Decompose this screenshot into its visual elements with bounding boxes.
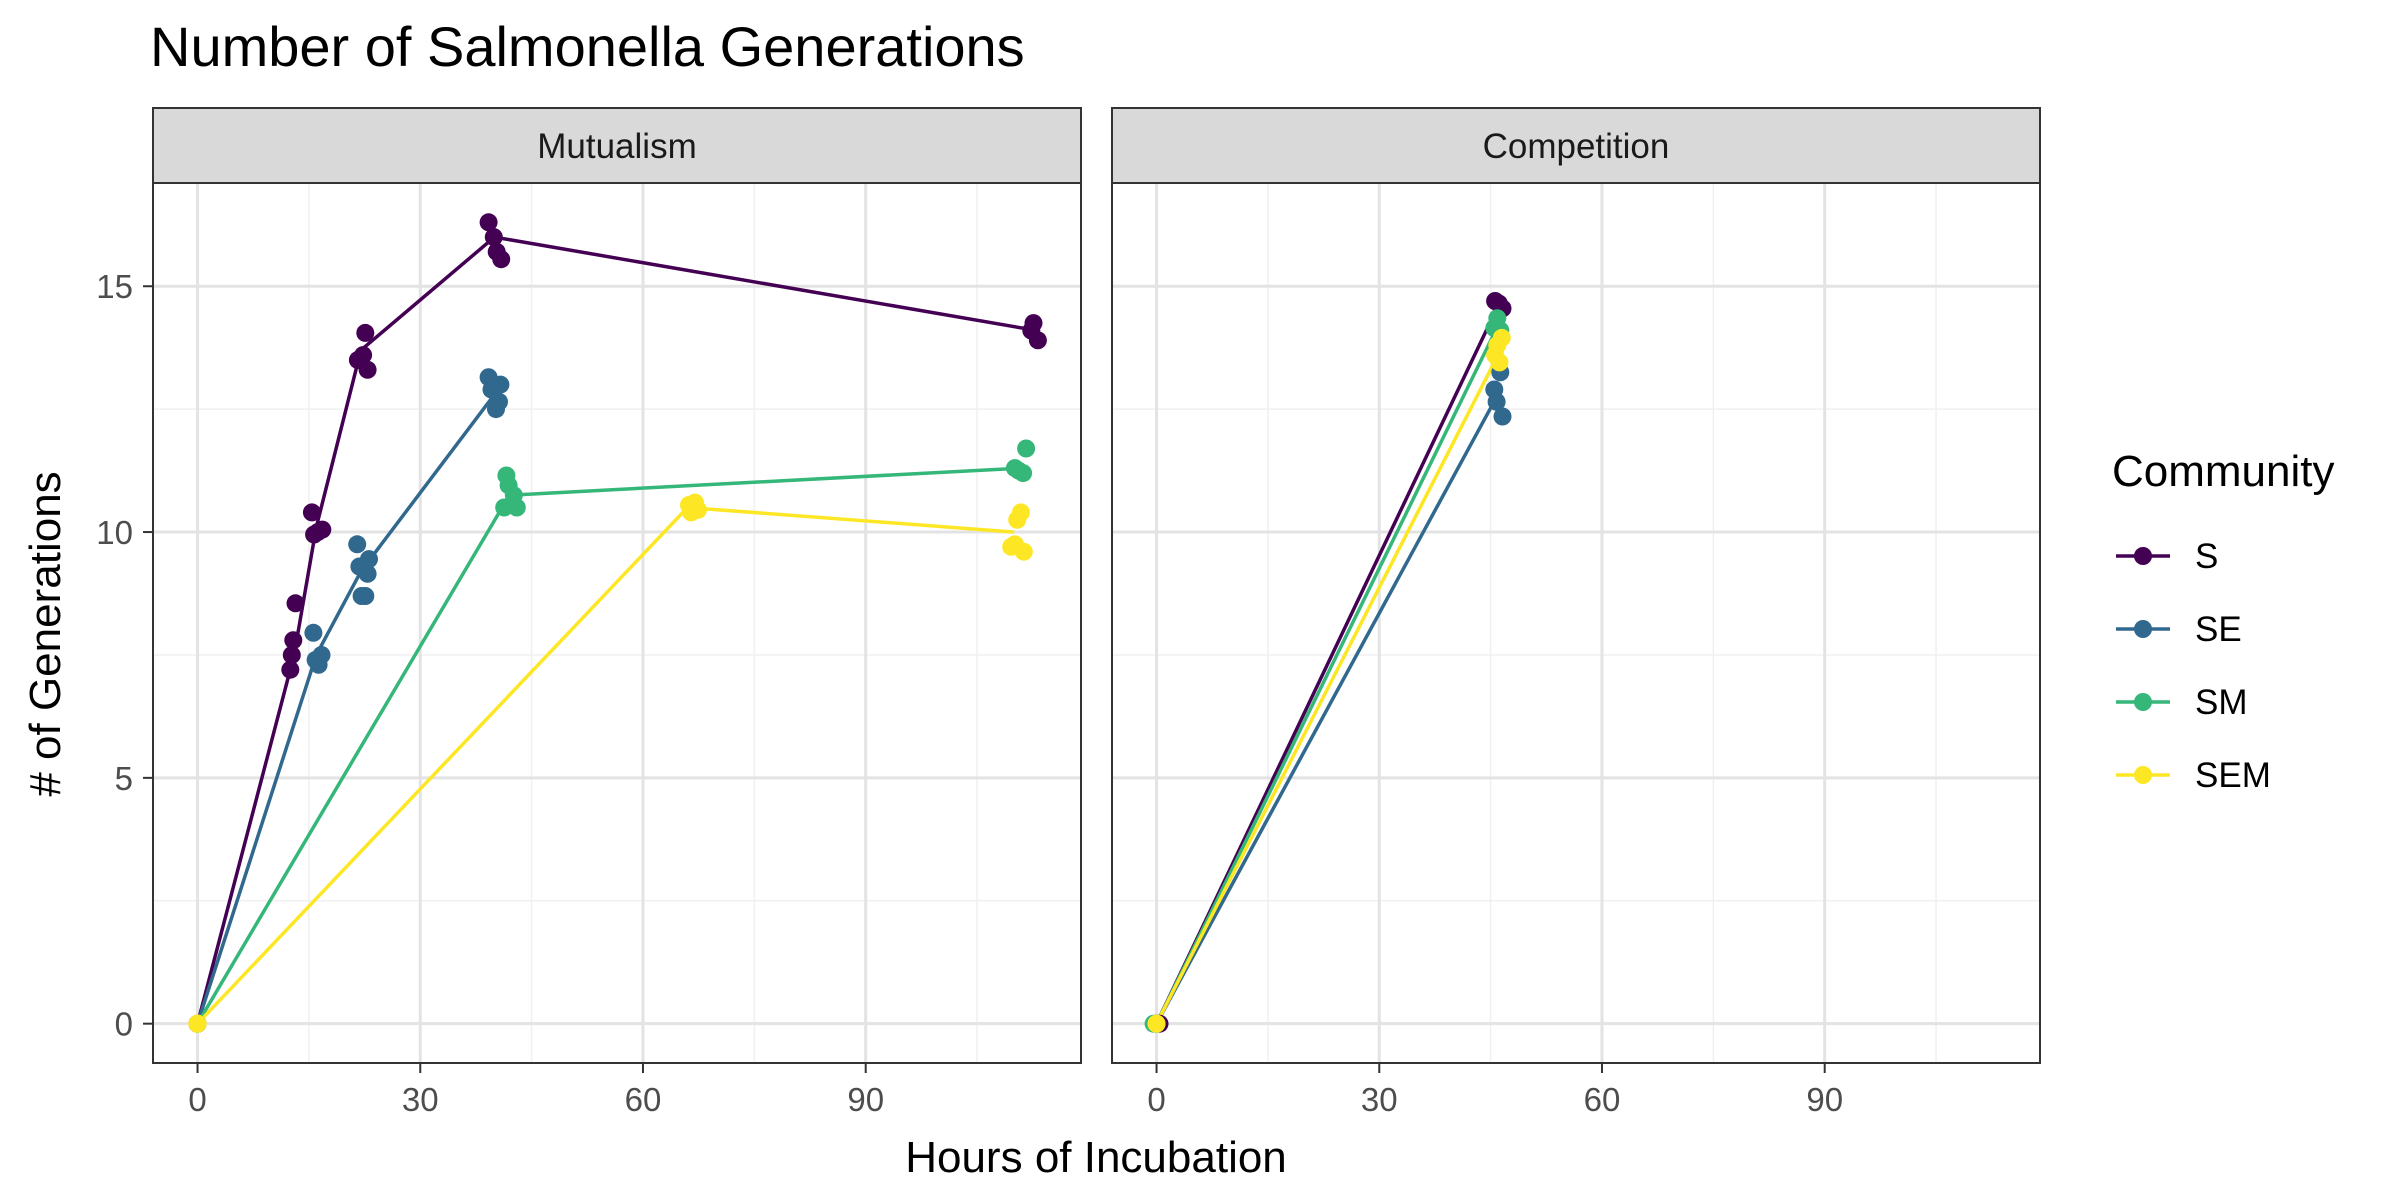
legend: Community S SE SM SEM: [2112, 447, 2335, 795]
legend-item-se: SE: [2116, 610, 2242, 649]
legend-item-sm: SM: [2116, 683, 2248, 722]
panel-border-mutualism: [152, 182, 1082, 1064]
y-axis-title: # of Generations: [21, 471, 70, 796]
series-line-s-mutualism: [195, 235, 1037, 1025]
data-point-sm-mutualism: [1014, 464, 1033, 483]
data-point-se-mutualism: [356, 587, 375, 605]
series-line-se-competition: [1154, 393, 1500, 1025]
legend-item-s: S: [2116, 537, 2218, 576]
data-point-sem-mutualism: [188, 1014, 207, 1033]
x-tick-label: 30: [402, 1081, 439, 1118]
data-point-se-competition: [1487, 392, 1506, 411]
data-point-se-mutualism: [491, 375, 510, 394]
data-point-se-mutualism: [312, 646, 331, 664]
facet-competition: Competition 0 30 60 90: [1111, 107, 2041, 1118]
legend-label: SEM: [2195, 756, 2271, 795]
x-tick-label: 90: [1806, 1081, 1843, 1118]
data-point-sem-competition: [1147, 1014, 1166, 1033]
data-point-sem-mutualism: [1011, 503, 1030, 522]
legend-key-point: [2134, 766, 2152, 784]
legend-key-point: [2134, 547, 2152, 565]
legend-key-point: [2134, 693, 2152, 711]
facet-strip-competition: [1111, 107, 2041, 184]
facet-strip-mutualism: [152, 107, 1082, 184]
y-tick-label: 10: [96, 514, 133, 551]
data-point-sm-mutualism: [507, 498, 526, 517]
x-axis-title: Hours of Incubation: [905, 1133, 1287, 1182]
data-point-s-mutualism: [282, 646, 301, 664]
data-point-sem-competition: [1492, 328, 1511, 347]
legend-label: S: [2195, 537, 2218, 576]
x-tick-label: 90: [847, 1081, 884, 1118]
data-point-se-mutualism: [348, 535, 367, 554]
data-point-sm-mutualism: [495, 498, 514, 517]
data-point-s-mutualism: [354, 346, 373, 365]
x-tick-label: 0: [188, 1081, 206, 1118]
data-point-s-mutualism: [358, 360, 377, 379]
data-point-s-mutualism: [492, 250, 511, 269]
data-point-s-mutualism: [479, 213, 498, 232]
data-point-sem-mutualism: [688, 500, 707, 519]
panel-border-competition: [1111, 182, 2041, 1064]
data-point-s-mutualism: [356, 323, 375, 342]
legend-key-point: [2134, 620, 2152, 638]
data-point-s-mutualism: [484, 228, 503, 247]
series-line-se-mutualism: [195, 393, 496, 1025]
data-point-s-mutualism: [286, 594, 305, 613]
x-tick-label: 30: [1361, 1081, 1398, 1118]
facet-label-mutualism: Mutualism: [537, 127, 696, 166]
series-line-sem-competition: [1154, 354, 1500, 1025]
legend-label: SE: [2195, 610, 2242, 649]
data-point-s-mutualism: [313, 520, 332, 539]
data-point-sm-mutualism: [1017, 439, 1036, 458]
facet-label-competition: Competition: [1483, 127, 1670, 166]
facet-mutualism: Mutualism 0 30 60 90 0 5 10 15: [96, 107, 1082, 1118]
data-point-s-mutualism: [281, 660, 300, 679]
series-line-sm-competition: [1154, 324, 1500, 1025]
legend-label: SM: [2195, 683, 2248, 722]
data-point-s-mutualism: [302, 503, 321, 522]
data-point-s-mutualism: [284, 631, 303, 650]
y-tick-label: 0: [115, 1006, 133, 1043]
chart-title: Number of Salmonella Generations: [150, 15, 1025, 78]
x-tick-label: 0: [1147, 1081, 1165, 1118]
y-tick-label: 5: [115, 760, 133, 797]
data-point-sem-competition: [1490, 353, 1509, 372]
data-point-se-mutualism: [358, 564, 377, 583]
x-tick-label: 60: [1584, 1081, 1621, 1118]
data-point-s-mutualism: [1024, 314, 1043, 333]
data-point-se-mutualism: [360, 550, 378, 569]
x-tick-label: 60: [625, 1081, 662, 1118]
data-point-se-competition: [1493, 407, 1512, 426]
data-point-sem-mutualism: [1014, 542, 1033, 561]
data-point-s-mutualism: [1028, 331, 1047, 350]
legend-item-sem: SEM: [2116, 756, 2271, 795]
y-tick-label: 15: [96, 268, 133, 305]
data-point-se-mutualism: [304, 623, 323, 642]
data-point-se-mutualism: [490, 392, 508, 411]
legend-title: Community: [2112, 447, 2335, 496]
